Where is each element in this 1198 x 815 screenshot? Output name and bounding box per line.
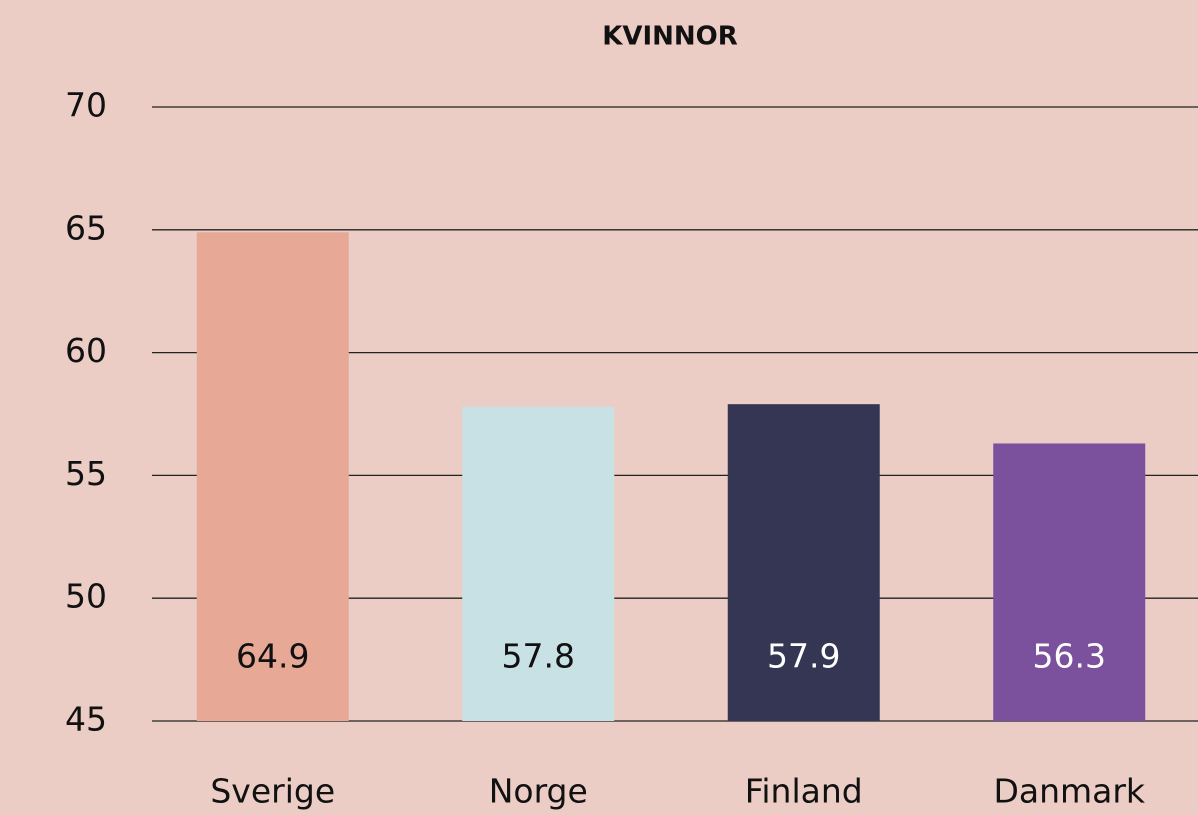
y-tick-label: 55: [65, 454, 107, 493]
x-tick-label: Finland: [745, 772, 863, 811]
x-tick-label: Norge: [489, 772, 588, 811]
value-label: 57.8: [502, 637, 575, 676]
y-tick-label: 50: [65, 577, 107, 616]
value-label: 56.3: [1033, 637, 1106, 676]
y-tick-label: 65: [65, 208, 107, 247]
value-label: 57.9: [767, 637, 840, 676]
bar: [993, 443, 1146, 721]
bar: [727, 404, 880, 721]
value-label: 64.9: [236, 637, 309, 676]
y-tick-label: 60: [65, 331, 107, 370]
x-tick-label: Sverige: [210, 772, 335, 811]
y-tick-label: 45: [65, 700, 107, 739]
chart-title: KVINNOR: [602, 22, 738, 52]
bar: [462, 406, 615, 721]
x-tick-label: Danmark: [993, 772, 1145, 811]
y-tick-label: 70: [65, 86, 107, 125]
bar: [196, 232, 349, 722]
